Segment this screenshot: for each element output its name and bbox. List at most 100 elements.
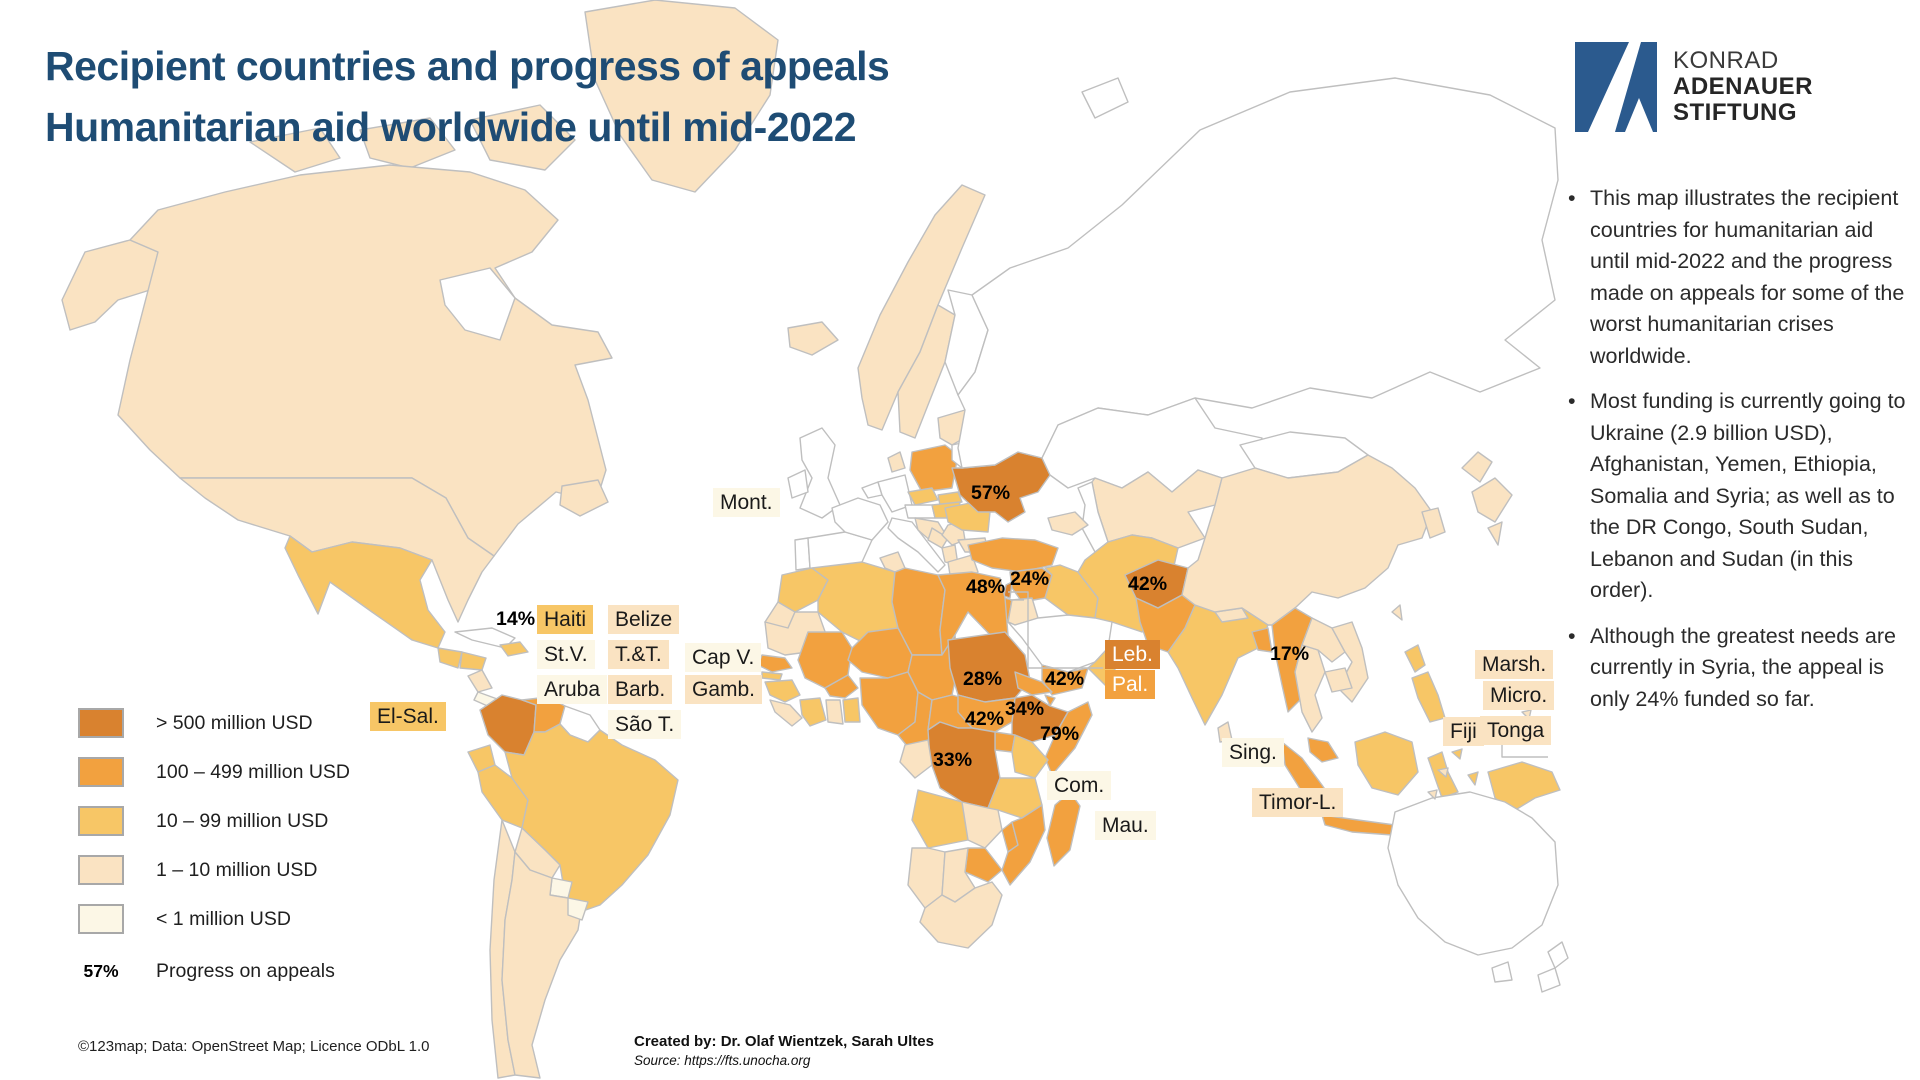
- map-label-aruba: Aruba: [537, 675, 608, 704]
- legend-rows: > 500 million USD 100 – 499 million USD 10…: [78, 708, 350, 934]
- region-congo-gabon: [899, 739, 933, 779]
- region-germany: [877, 474, 913, 513]
- region-uruguay: [567, 897, 589, 921]
- region-brazil: [504, 723, 679, 913]
- map-label-gambia: Gamb.: [685, 675, 763, 704]
- landmass: [249, 127, 341, 173]
- region-dr-congo: [927, 721, 1001, 809]
- region-newfoundland: [559, 479, 609, 517]
- leader-line-lebanon-palestine: [1008, 591, 1103, 669]
- legend-label: 10 – 99 million USD: [156, 809, 329, 832]
- landmass: [359, 117, 456, 169]
- created-by: Created by: Dr. Olaf Wientzek, Sarah Ult…: [634, 1033, 934, 1050]
- kas-logo-line3: STIFTUNG: [1673, 99, 1797, 126]
- legend-row-2: 100 – 499 million USD: [78, 757, 350, 787]
- region-uk: [799, 427, 841, 519]
- hudson-bay: [439, 267, 516, 341]
- island-dot: [1437, 767, 1449, 778]
- region-philippines: [1404, 644, 1426, 673]
- island-dot: [1427, 789, 1438, 800]
- ethiopia-progress: 34%: [1005, 698, 1045, 720]
- map-label-marshall-is: Marsh.: [1475, 650, 1554, 679]
- kas-logo: KONRAD ADENAUER STIFTUNG: [1575, 42, 1813, 132]
- bullet-icon: •: [1568, 186, 1576, 210]
- region-south-africa: [919, 881, 1003, 949]
- island-dot: [1451, 748, 1463, 760]
- region-vietnam: [1331, 621, 1369, 703]
- region-hispaniola: [499, 641, 529, 657]
- landmass: [1081, 77, 1129, 119]
- region-thailand: [1294, 644, 1326, 733]
- region-eritrea: [1014, 671, 1053, 696]
- map-label-mauritius: Mau.: [1095, 811, 1156, 840]
- region-ghana: [825, 699, 844, 725]
- region-usa: [179, 477, 495, 623]
- map-label-haiti: Haiti: [537, 605, 594, 634]
- legend-swatch-band4: [78, 855, 124, 885]
- map-label-sao-tome: São T.: [608, 710, 682, 739]
- lebanon-progress: 48%: [966, 576, 1006, 598]
- region-japan: [1487, 521, 1503, 546]
- legend-progress-label: Progress on appeals: [156, 960, 335, 982]
- source-note: Source: https://fts.unocha.org: [634, 1053, 811, 1068]
- map-label-montenegro: Mont.: [713, 488, 780, 517]
- region-angola: [911, 789, 969, 849]
- map-label-trinidad: T.&T.: [608, 640, 669, 669]
- kas-logo-line1: KONRAD: [1673, 47, 1779, 74]
- haiti-progress: 14%: [496, 608, 536, 630]
- somalia-progress: 79%: [1040, 723, 1080, 745]
- legend-swatch-band1: [78, 708, 124, 738]
- page-title: Recipient countries and progress of appe…: [45, 36, 890, 158]
- map-label-palestine: Pal.: [1105, 670, 1156, 699]
- legend-label: 100 – 499 million USD: [156, 760, 351, 783]
- legend-swatch-band2: [78, 757, 124, 787]
- region-caucasus: [1047, 511, 1089, 536]
- region-iceland: [787, 321, 839, 356]
- region-liberia: [769, 699, 803, 727]
- legend-row-4: 1 – 10 million USD: [78, 855, 350, 885]
- region-mozambique: [1001, 804, 1046, 886]
- region-saudi-arabia: [1007, 614, 1113, 673]
- note-text: Although the greatest needs are currentl…: [1590, 623, 1896, 711]
- region-poland: [909, 444, 959, 493]
- region-canada: [117, 164, 613, 557]
- kas-logo-line2: ADENAUER: [1673, 73, 1814, 100]
- note-item-1: • This map illustrates the recipient coun…: [1568, 183, 1916, 372]
- map-label-micronesia: Micro.: [1483, 681, 1555, 710]
- map-label-barbados: Barb.: [608, 675, 673, 704]
- page-title-line1: Recipient countries and progress of appe…: [45, 43, 890, 89]
- map-label-lebanon: Leb.: [1105, 640, 1160, 669]
- region-guatemala: [437, 647, 463, 669]
- kas-logo-text: KONRAD ADENAUER STIFTUNG: [1673, 48, 1813, 126]
- south-sudan-progress: 42%: [965, 708, 1005, 730]
- notes-panel: • This map illustrates the recipient coun…: [1568, 183, 1916, 729]
- region-somalia: [1044, 701, 1093, 776]
- legend-label: < 1 million USD: [156, 907, 291, 930]
- landmass: [469, 104, 576, 171]
- syria-progress: 24%: [1010, 568, 1050, 590]
- region-moluccas: [1467, 771, 1479, 786]
- region-cambodia: [1324, 667, 1353, 693]
- legend-row-3: 10 – 99 million USD: [78, 806, 350, 836]
- region-australia: [1387, 791, 1559, 956]
- region-argentina: [501, 851, 583, 1079]
- sudan-progress: 28%: [963, 668, 1003, 690]
- map-label-st-vincent: St.V.: [537, 640, 595, 669]
- map-label-belize: Belize: [608, 605, 680, 634]
- region-greenland: [584, 0, 779, 193]
- map-label-singapore: Sing.: [1222, 738, 1284, 767]
- legend-progress-row: 57% Progress on appeals: [78, 960, 350, 983]
- map-label-timor-leste: Timor-L.: [1252, 788, 1344, 817]
- region-china: [1181, 454, 1433, 626]
- note-item-3: • Although the greatest needs are current…: [1568, 621, 1916, 716]
- legend-label: > 500 million USD: [156, 711, 313, 734]
- leader-line-tonga: [1501, 744, 1548, 758]
- bullet-icon: •: [1568, 389, 1576, 413]
- region-denmark: [887, 451, 906, 473]
- region-norway: [857, 184, 986, 431]
- legend-label: 1 – 10 million USD: [156, 858, 318, 881]
- region-czechia: [907, 487, 939, 506]
- region-guinea: [764, 679, 801, 703]
- region-djibouti: [1044, 694, 1056, 707]
